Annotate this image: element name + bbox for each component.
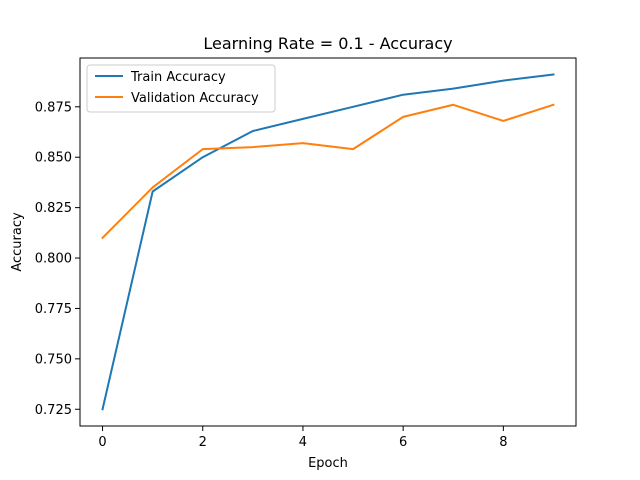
series-layer [101, 73, 555, 411]
x-tick-label: 0 [98, 435, 106, 450]
y-tick-label: 0.725 [35, 403, 72, 418]
legend-box [86, 64, 276, 113]
y-tick-label: 0.825 [35, 201, 72, 216]
chart-title: Learning Rate = 0.1 - Accuracy [203, 34, 452, 53]
y-tick-label: 0.875 [35, 100, 72, 115]
series-line-train-accuracy [101, 73, 555, 411]
x-tick-label: 6 [399, 435, 407, 450]
y-axis-ticks: 0.725 0.750 0.775 0.800 0.825 0.850 0.875 [35, 100, 80, 418]
x-tick-label: 4 [299, 435, 307, 450]
y-tick-label: 0.750 [35, 352, 72, 367]
plot-area [79, 57, 577, 427]
y-tick-label: 0.800 [35, 252, 72, 267]
x-tick-label: 8 [499, 435, 507, 450]
legend-label-train: Train Accuracy [130, 70, 226, 85]
x-axis-label: Epoch [308, 456, 348, 471]
y-tick-label: 0.850 [35, 151, 72, 166]
series-line-validation-accuracy [101, 103, 555, 240]
axes-frame [79, 57, 577, 427]
x-tick-label: 2 [199, 435, 207, 450]
y-axis-label: Accuracy [10, 212, 25, 272]
legend: Train Accuracy Validation Accuracy [86, 64, 276, 113]
legend-label-validation: Validation Accuracy [131, 91, 259, 106]
y-tick-label: 0.775 [35, 302, 72, 317]
x-axis-ticks: 0 2 4 6 8 [98, 426, 507, 450]
